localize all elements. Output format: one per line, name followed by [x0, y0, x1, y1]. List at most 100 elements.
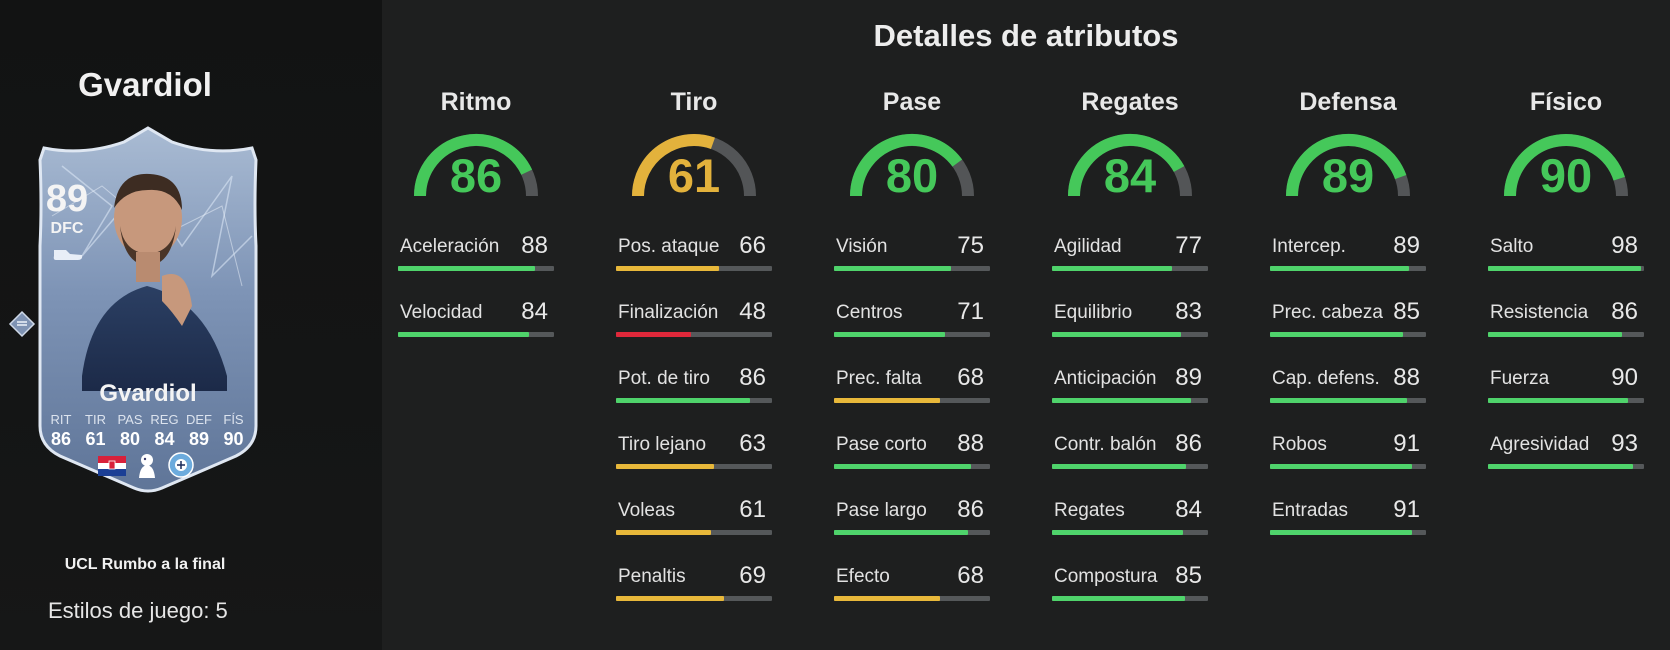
attribute-name: Prec. falta — [836, 368, 922, 389]
attribute-row: Anticipación 89 — [1052, 364, 1208, 424]
attribute-row: Contr. balón 86 — [1052, 430, 1208, 490]
attribute-bar-fill — [616, 332, 691, 337]
category-gauge — [414, 134, 538, 197]
attribute-bar-fill — [1052, 464, 1187, 469]
attribute-bar-track — [1270, 332, 1426, 337]
attribute-value: 66 — [739, 232, 766, 259]
player-panel: Gvardiol — [0, 0, 382, 650]
gauge-fill — [1504, 134, 1625, 197]
attribute-value: 88 — [957, 430, 984, 457]
card-stat-4: DEF 89 — [182, 412, 216, 450]
attribute-bar-track — [1270, 266, 1426, 271]
card-player-name: Gvardiol — [99, 380, 197, 407]
attribute-bar-track — [616, 398, 772, 403]
attribute-name: Cap. defens. — [1272, 368, 1380, 389]
attribute-bar-fill — [834, 596, 941, 601]
attribute-name: Pase largo — [836, 500, 927, 521]
category-name: Físico — [1529, 88, 1603, 116]
attribute-bar-fill — [616, 596, 724, 601]
attribute-row: Finalización 48 — [616, 298, 772, 358]
attribute-bar-track — [834, 530, 990, 535]
attribute-name: Salto — [1490, 236, 1534, 257]
attribute-row: Salto 98 — [1488, 232, 1644, 292]
card-stat-0: RIT 86 — [44, 412, 78, 450]
attribute-value: 84 — [521, 298, 548, 325]
attribute-name: Pot. de tiro — [618, 368, 710, 389]
attribute-row: Visión 75 — [834, 232, 990, 292]
attribute-value: 83 — [1175, 298, 1202, 325]
attribute-name: Robos — [1272, 434, 1327, 455]
attribute-bar-track — [616, 266, 772, 271]
card-stat-label: DEF — [186, 412, 212, 427]
attribute-bar-track — [616, 332, 772, 337]
attribute-bar-fill — [1488, 464, 1634, 469]
attribute-bar-track — [1052, 266, 1208, 271]
attribute-bar-track — [1488, 464, 1644, 469]
attribute-value: 77 — [1175, 232, 1202, 259]
attribute-bar-fill — [616, 266, 719, 271]
attribute-row: Voleas 61 — [616, 496, 772, 556]
attribute-bar-track — [398, 332, 554, 337]
attribute-name: Pos. ataque — [618, 236, 720, 257]
attribute-bar-fill — [1052, 530, 1184, 535]
manchester-city-icon — [168, 452, 194, 478]
attribute-value: 98 — [1611, 232, 1638, 259]
attribute-bar-track — [1488, 332, 1644, 337]
attribute-bar-fill — [398, 266, 536, 271]
attribute-bar-track — [1270, 398, 1426, 403]
attribute-bar-fill — [1270, 398, 1408, 403]
attribute-name: Prec. cabeza — [1272, 302, 1383, 323]
attribute-bar-fill — [834, 266, 951, 271]
card-stat-5: FÍS 90 — [217, 412, 251, 450]
boot-icon — [53, 250, 83, 260]
attribute-row: Pase corto 88 — [834, 430, 990, 490]
attribute-name: Agilidad — [1054, 236, 1122, 257]
attribute-value: 63 — [739, 430, 766, 457]
attribute-bar-track — [834, 266, 990, 271]
category-value: 61 — [667, 149, 721, 202]
category-value: 80 — [885, 149, 939, 202]
attribute-row: Cap. defens. 88 — [1270, 364, 1426, 424]
card-stat-value: 86 — [50, 429, 72, 449]
attribute-name: Penaltis — [618, 566, 686, 587]
card-stat-label: TIR — [85, 412, 106, 427]
category-name: Ritmo — [440, 88, 512, 116]
premier-league-icon — [139, 454, 155, 478]
attribute-value: 86 — [1175, 430, 1202, 457]
attribute-value: 85 — [1393, 298, 1420, 325]
attribute-bar-fill — [1052, 398, 1191, 403]
gauge-fill — [1068, 134, 1185, 197]
attribute-bar-track — [834, 596, 990, 601]
card-stat-label: RIT — [50, 412, 72, 427]
promo-label: UCL Rumbo a la final — [64, 556, 226, 573]
attribute-value: 85 — [1175, 562, 1202, 589]
attribute-row: Centros 71 — [834, 298, 990, 358]
attribute-bar-track — [1488, 398, 1644, 403]
attribute-name: Aceleración — [400, 236, 500, 257]
card-rating: 89 — [45, 178, 89, 220]
attribute-bar-fill — [616, 530, 712, 535]
attribute-name: Efecto — [836, 566, 890, 587]
category-value: 90 — [1539, 149, 1593, 202]
croatia-flag-icon — [98, 456, 126, 476]
category-gauge — [1286, 134, 1410, 197]
category-gauge — [850, 134, 974, 197]
attribute-bar-track — [834, 332, 990, 337]
attribute-bar-track — [1052, 398, 1208, 403]
category-name: Pase — [882, 88, 942, 116]
attribute-bar-fill — [834, 398, 941, 403]
card-frame — [38, 126, 258, 493]
attribute-row: Resistencia 86 — [1488, 298, 1644, 358]
attribute-bar-fill — [1270, 332, 1403, 337]
player-card[interactable]: 89 DFC Gvardiol RIT 86 TIR 61 PAS 80 REG 84 DEF 8… — [22, 126, 274, 496]
attribute-value: 69 — [739, 562, 766, 589]
playstyles-count[interactable]: Estilos de juego: 5 — [48, 598, 228, 623]
card-stat-label: REG — [150, 412, 179, 427]
category-gauge — [632, 134, 756, 197]
attribute-bar-track — [1052, 596, 1208, 601]
card-stat-label: FÍS — [223, 412, 244, 427]
attribute-value: 88 — [1393, 364, 1420, 391]
attribute-row: Regates 84 — [1052, 496, 1208, 556]
attribute-name: Voleas — [618, 500, 676, 521]
category-gauge — [1504, 134, 1628, 197]
